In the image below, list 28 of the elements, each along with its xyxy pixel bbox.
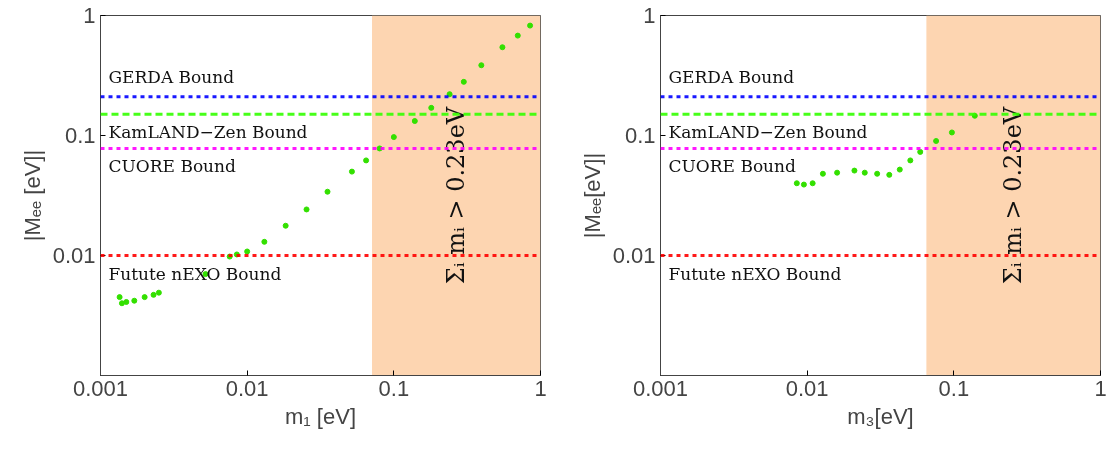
x-tick-label: 1: [1094, 375, 1107, 401]
y-tick-label: 0.1: [64, 123, 96, 148]
x-tick-label: 0.001: [632, 375, 689, 401]
ref-line-label: KamLAND−Zen Bound: [668, 122, 868, 143]
ref-line-label: CUORE Bound: [668, 156, 797, 177]
ref-line-label: CUORE Bound: [108, 156, 237, 177]
ref-line-label: KamLAND−Zen Bound: [108, 122, 308, 143]
y-axis-title: |Mₑₑ[eV]|: [579, 152, 605, 239]
ref-line-label: GERDA Bound: [108, 66, 235, 87]
y-tick-label: 0.01: [52, 243, 96, 268]
ref-line-label: Futute nEXO Bound: [668, 263, 842, 284]
x-tick-label: 1: [534, 375, 547, 401]
x-tick-label: 0.1: [938, 375, 970, 401]
y-axis-title: |Mₑₑ [eV]|: [19, 149, 45, 242]
band-label: Σᵢ mᵢ > 0.23eV: [442, 106, 471, 285]
x-axis-title: m₁ [eV]: [285, 403, 356, 429]
y-tick-label: 1: [83, 3, 96, 28]
y-tick-label: 0.01: [612, 243, 656, 268]
x-axis-title: m₃[eV]: [847, 403, 914, 429]
y-tick-label: 0.1: [624, 123, 656, 148]
x-tick-label: 0.1: [378, 375, 410, 401]
x-tick-label: 0.01: [785, 375, 829, 401]
x-tick-label: 0.01: [225, 375, 269, 401]
ref-line-label: GERDA Bound: [668, 66, 795, 87]
band-label: Σᵢ mᵢ > 0.23eV: [999, 106, 1028, 285]
x-tick-label: 0.001: [72, 375, 129, 401]
y-tick-label: 1: [643, 3, 656, 28]
ref-line-label: Futute nEXO Bound: [108, 263, 282, 284]
